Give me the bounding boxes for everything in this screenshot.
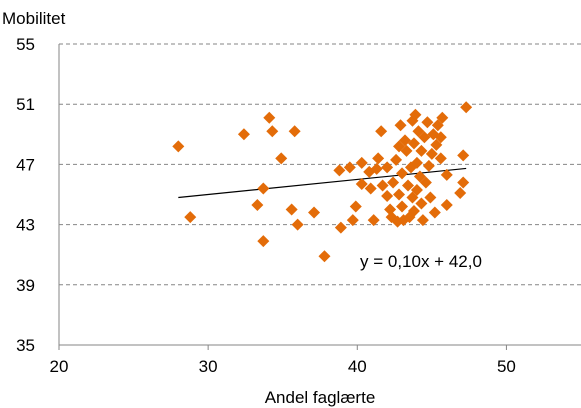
data-point xyxy=(285,203,298,216)
data-point xyxy=(266,125,279,138)
data-point xyxy=(400,144,413,157)
data-point xyxy=(275,152,288,165)
data-point xyxy=(333,164,346,177)
x-tick-label: 50 xyxy=(497,357,516,376)
data-point xyxy=(291,218,304,231)
x-tick-label: 30 xyxy=(199,357,218,376)
data-point xyxy=(424,191,437,204)
data-point xyxy=(184,211,197,224)
data-point xyxy=(384,203,397,216)
data-point xyxy=(454,186,467,199)
data-point xyxy=(440,199,453,212)
x-axis-title: Andel faglærte xyxy=(265,388,376,407)
data-point xyxy=(396,200,409,213)
data-point xyxy=(407,137,420,150)
data-point xyxy=(409,108,422,121)
data-point xyxy=(237,128,250,141)
data-point xyxy=(416,214,429,227)
data-point xyxy=(457,149,470,162)
data-point xyxy=(370,162,383,175)
x-axis-ticks: 20 30 40 50 xyxy=(50,345,516,376)
data-point xyxy=(390,153,403,166)
data-point xyxy=(428,206,441,219)
data-point xyxy=(410,156,423,169)
y-tick-label: 39 xyxy=(16,276,35,295)
data-point xyxy=(401,179,414,192)
data-point xyxy=(349,200,362,213)
data-point xyxy=(346,214,359,227)
data-point xyxy=(421,116,434,129)
data-point xyxy=(415,197,428,210)
data-point xyxy=(251,199,264,212)
data-point xyxy=(376,179,389,192)
data-point xyxy=(355,177,368,190)
data-point xyxy=(257,182,270,195)
y-tick-label: 51 xyxy=(16,95,35,114)
data-point xyxy=(434,152,447,165)
data-point xyxy=(257,235,270,248)
data-point xyxy=(387,176,400,189)
data-point xyxy=(407,205,420,218)
data-point xyxy=(367,214,380,227)
data-point xyxy=(343,161,356,174)
data-point xyxy=(425,147,438,160)
y-tick-label: 47 xyxy=(16,155,35,174)
y-axis-title: Mobilitet xyxy=(2,9,66,28)
data-point xyxy=(422,159,435,172)
data-points xyxy=(172,101,473,263)
data-point xyxy=(288,125,301,138)
data-point xyxy=(410,183,423,196)
data-point xyxy=(355,156,368,169)
data-point xyxy=(434,131,447,144)
data-point xyxy=(394,119,407,132)
x-tick-label: 40 xyxy=(348,357,367,376)
y-axis-ticks: 35 39 43 47 51 55 xyxy=(16,35,35,355)
data-point xyxy=(263,111,276,124)
x-tick-label: 20 xyxy=(50,357,69,376)
data-point xyxy=(364,182,377,195)
y-tick-label: 43 xyxy=(16,216,35,235)
y-tick-label: 55 xyxy=(16,35,35,54)
gridlines xyxy=(59,43,581,286)
data-point xyxy=(415,144,428,157)
data-point xyxy=(457,176,470,189)
data-point xyxy=(393,188,406,201)
data-point xyxy=(372,152,385,165)
data-point xyxy=(436,111,449,124)
data-point xyxy=(334,221,347,234)
data-point xyxy=(381,190,394,203)
regression-equation: y = 0,10x + 42,0 xyxy=(360,252,482,271)
data-point xyxy=(375,125,388,138)
data-point xyxy=(172,140,185,153)
data-point xyxy=(318,250,331,263)
data-point xyxy=(381,161,394,174)
y-tick-label: 35 xyxy=(16,336,35,355)
data-point xyxy=(396,167,409,180)
data-point xyxy=(308,206,321,219)
data-point xyxy=(460,101,473,114)
data-point xyxy=(440,168,453,181)
data-point xyxy=(419,176,432,189)
